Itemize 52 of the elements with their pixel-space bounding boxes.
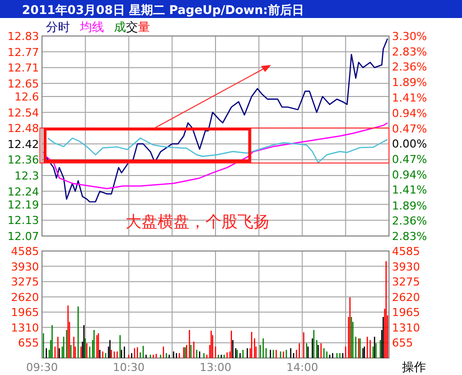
chart-title: 2011年03月08日 星期二 PageUp/Down:前后日 xyxy=(22,3,304,17)
y-tick-label: 12.83 xyxy=(8,30,39,43)
y-tick-label: 3930 xyxy=(11,260,39,274)
y2-tick-label: 0.94% xyxy=(392,168,427,182)
y2-tick-label: 1.89% xyxy=(392,199,427,212)
y-tick-label: 12.24 xyxy=(8,185,39,198)
y2-tick-label: 0.00% xyxy=(392,138,427,151)
y2-tick-label: 3275 xyxy=(392,276,420,289)
y2-tick-label: 1310 xyxy=(392,321,420,334)
y-tick-label: 655 xyxy=(18,336,39,350)
y2-tick-label: 2.83% xyxy=(392,230,427,243)
x-tick-label: 10:30 xyxy=(112,361,145,374)
y2-tick-label: 2.36% xyxy=(392,60,427,74)
y2-tick-label: 2620 xyxy=(392,290,420,304)
y-tick-label: 12.65 xyxy=(8,77,39,90)
y2-tick-label: 0.47% xyxy=(392,122,427,136)
text: 操作 xyxy=(402,360,426,374)
text: 均线 xyxy=(79,20,104,34)
text: 成交量 xyxy=(114,20,150,34)
annotation: 大盘横盘，个股飞扬 xyxy=(126,212,270,231)
y2-tick-label: 0.94% xyxy=(392,107,427,120)
y-tick-label: 12.07 xyxy=(8,230,39,243)
y2-tick-label: 655 xyxy=(392,336,413,350)
y-tick-label: 1310 xyxy=(11,321,39,334)
y2-tick-label: 0.47% xyxy=(392,153,427,166)
x-tick-label: 14:00 xyxy=(286,361,318,374)
y2-tick-label: 1965 xyxy=(392,306,420,320)
y2-tick-label: 3930 xyxy=(392,260,420,274)
y2-tick-label: 1.41% xyxy=(392,92,427,105)
y-tick-label: 12.42 xyxy=(8,138,39,151)
y-tick-label: 12.13 xyxy=(8,214,39,228)
text: 分时 xyxy=(46,20,70,34)
y-tick-label: 4585 xyxy=(11,245,39,258)
y-tick-label: 12.54 xyxy=(8,106,39,120)
y-tick-label: 12.36 xyxy=(8,154,39,167)
y-tick-label: 12.19 xyxy=(8,198,39,212)
y2-tick-label: 4585 xyxy=(392,245,420,258)
y-tick-label: 12.48 xyxy=(8,122,39,136)
y-tick-label: 12.3 xyxy=(14,169,39,182)
y2-tick-label: 3.30% xyxy=(392,30,427,43)
y2-tick-label: 1.41% xyxy=(392,184,427,197)
y2-tick-label: 2.36% xyxy=(392,214,427,228)
y-tick-label: 3275 xyxy=(11,276,39,289)
y-tick-label: 1965 xyxy=(11,306,39,320)
x-tick-label: 13:00 xyxy=(200,361,232,374)
y2-tick-label: 2.83% xyxy=(392,45,427,58)
y-tick-label: 12.6 xyxy=(14,90,39,104)
x-tick-label: 09:30 xyxy=(26,361,58,374)
y-tick-label: 12.77 xyxy=(8,46,39,59)
y-tick-label: 12.71 xyxy=(8,62,39,75)
y-tick-label: 2620 xyxy=(11,290,39,304)
y2-tick-label: 1.89% xyxy=(392,76,427,90)
